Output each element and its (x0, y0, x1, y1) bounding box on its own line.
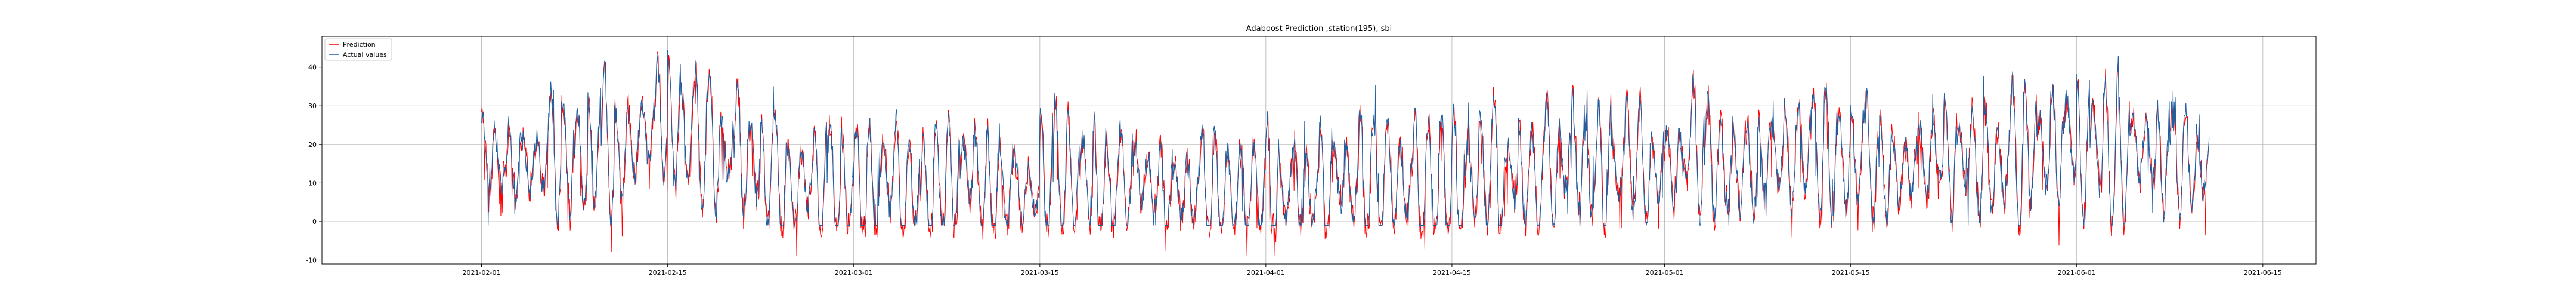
y-tick-label: 40 (308, 64, 317, 72)
legend-label-prediction: Prediction (343, 41, 376, 48)
legend-label-actual-values: Actual values (343, 51, 387, 59)
x-tick-label: 2021-03-15 (1021, 269, 1059, 277)
y-tick-label: 30 (308, 102, 317, 110)
series-line-actual-values (481, 50, 2210, 227)
y-tick-label: 20 (308, 141, 317, 149)
x-tick-label: 2021-04-15 (1433, 269, 1471, 277)
x-tick-label: 2021-06-01 (2058, 269, 2096, 277)
y-tick-label: 0 (312, 218, 317, 226)
x-tick-label: 2021-03-01 (835, 269, 873, 277)
series-layer (481, 50, 2210, 257)
y-tick-label: -10 (306, 257, 317, 265)
plot-frame (321, 36, 2317, 265)
x-tick-label: 2021-02-15 (649, 269, 687, 277)
legend-box (324, 38, 392, 61)
chart-title: Adaboost Prediction ,station(195), sbi (1246, 24, 1392, 33)
tick-layer: 2021-02-01 2021-02-15 2021-03-01 2021-03-15… (306, 64, 2282, 277)
x-tick-label: 2021-02-01 (463, 269, 501, 277)
legend: Prediction Actual values (324, 38, 392, 61)
y-tick-label: 10 (308, 179, 317, 187)
x-tick-label: 2021-05-01 (1646, 269, 1684, 277)
x-tick-label: 2021-06-15 (2244, 269, 2282, 277)
x-tick-label: 2021-05-15 (1832, 269, 1870, 277)
x-tick-label: 2021-04-01 (1247, 269, 1285, 277)
